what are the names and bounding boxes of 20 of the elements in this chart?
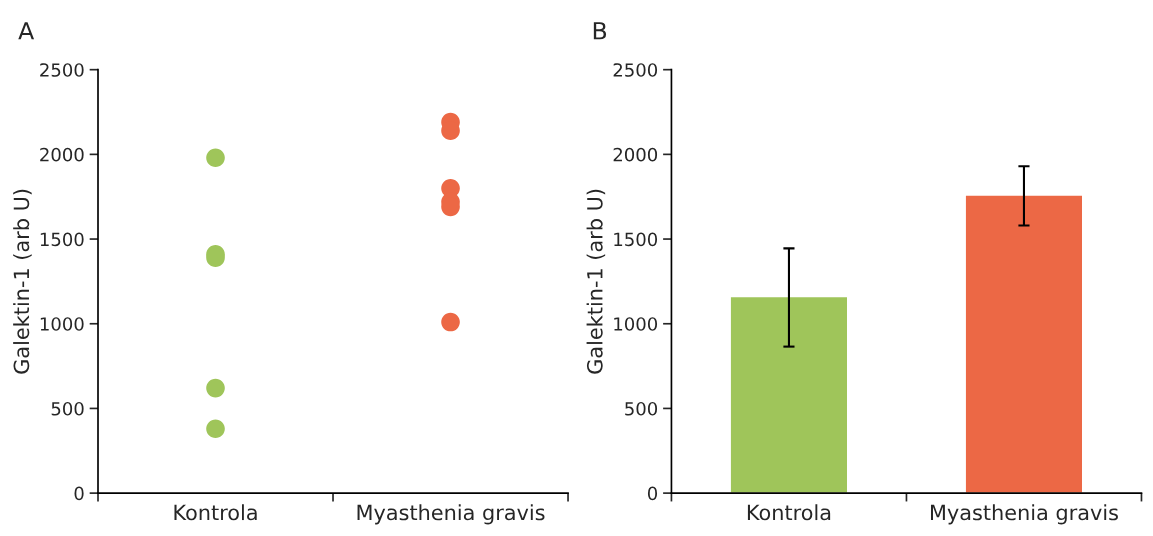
y-tick-label: 2000	[40, 147, 84, 162]
x-tick-label: Kontrola	[174, 504, 257, 521]
chart-title: A	[18, 22, 35, 40]
y-tick-label: 2500	[613, 63, 658, 77]
y-tick-label: 1500	[40, 232, 84, 247]
x-tick-label: Myasthenia gravis	[357, 504, 545, 525]
y-tick-label: 1500	[614, 232, 658, 247]
y-tick-label: 500	[625, 401, 658, 416]
x-tick-label: Kontrola	[747, 504, 831, 521]
chart-title: B	[593, 22, 607, 40]
x-tick-label: Myasthenia gravis	[931, 504, 1118, 525]
y-tick-label: 1000	[40, 317, 84, 331]
y-axis-title: Galektin-1 (arb U)	[13, 189, 32, 374]
y-tick-label: 2000	[613, 147, 658, 162]
y-tick-label: 1000	[614, 317, 658, 331]
y-tick-label: 0	[74, 486, 84, 501]
y-tick-label: 0	[647, 486, 658, 501]
y-axis-title: Galektin-1 (arb U)	[586, 189, 606, 374]
y-tick-label: 2500	[40, 63, 84, 77]
y-tick-label: 500	[51, 401, 84, 416]
